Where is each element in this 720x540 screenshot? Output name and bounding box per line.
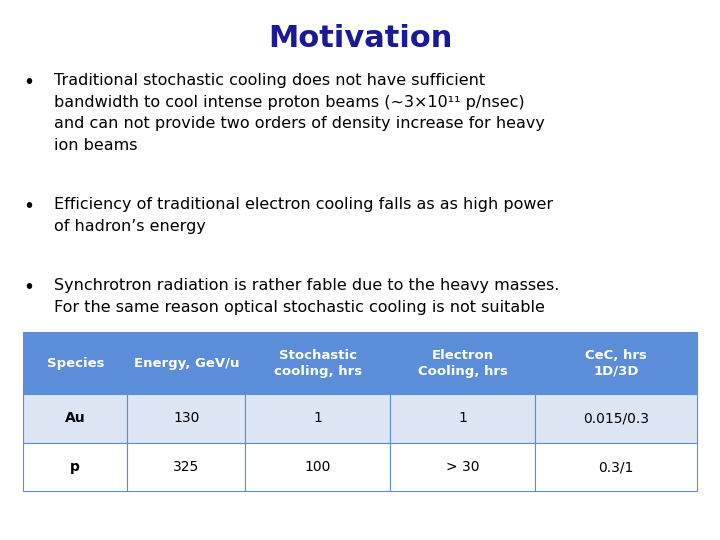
FancyBboxPatch shape <box>246 332 390 394</box>
FancyBboxPatch shape <box>127 394 246 443</box>
Text: Motivation: Motivation <box>268 24 452 53</box>
Text: Energy, GeV/u: Energy, GeV/u <box>134 356 239 370</box>
Text: •: • <box>23 278 34 297</box>
Text: 0.015/0.3: 0.015/0.3 <box>583 411 649 426</box>
FancyBboxPatch shape <box>246 443 390 491</box>
FancyBboxPatch shape <box>390 394 535 443</box>
Text: 325: 325 <box>174 460 199 474</box>
FancyBboxPatch shape <box>535 443 697 491</box>
Text: Synchrotron radiation is rather fable due to the heavy masses.
For the same reas: Synchrotron radiation is rather fable du… <box>54 278 559 315</box>
FancyBboxPatch shape <box>535 332 697 394</box>
Text: p: p <box>71 460 80 474</box>
FancyBboxPatch shape <box>535 394 697 443</box>
FancyBboxPatch shape <box>23 332 127 394</box>
FancyBboxPatch shape <box>23 394 127 443</box>
Text: Species: Species <box>47 356 104 370</box>
FancyBboxPatch shape <box>390 443 535 491</box>
FancyBboxPatch shape <box>246 394 390 443</box>
Text: 1: 1 <box>459 411 467 426</box>
Text: Efficiency of traditional electron cooling falls as as high power
of hadron’s en: Efficiency of traditional electron cooli… <box>54 197 553 234</box>
FancyBboxPatch shape <box>23 443 127 491</box>
Text: 0.3/1: 0.3/1 <box>598 460 634 474</box>
Text: 130: 130 <box>174 411 199 426</box>
Text: Electron
Cooling, hrs: Electron Cooling, hrs <box>418 349 508 377</box>
Text: •: • <box>23 73 34 92</box>
Text: CeC, hrs
1D/3D: CeC, hrs 1D/3D <box>585 349 647 377</box>
FancyBboxPatch shape <box>127 332 246 394</box>
FancyBboxPatch shape <box>127 443 246 491</box>
Text: Traditional stochastic cooling does not have sufficient
bandwidth to cool intens: Traditional stochastic cooling does not … <box>54 73 545 153</box>
Text: 100: 100 <box>305 460 331 474</box>
Text: Stochastic
cooling, hrs: Stochastic cooling, hrs <box>274 349 362 377</box>
FancyBboxPatch shape <box>390 332 535 394</box>
Text: > 30: > 30 <box>446 460 480 474</box>
Text: 1: 1 <box>313 411 323 426</box>
Text: •: • <box>23 197 34 216</box>
Text: Au: Au <box>65 411 86 426</box>
